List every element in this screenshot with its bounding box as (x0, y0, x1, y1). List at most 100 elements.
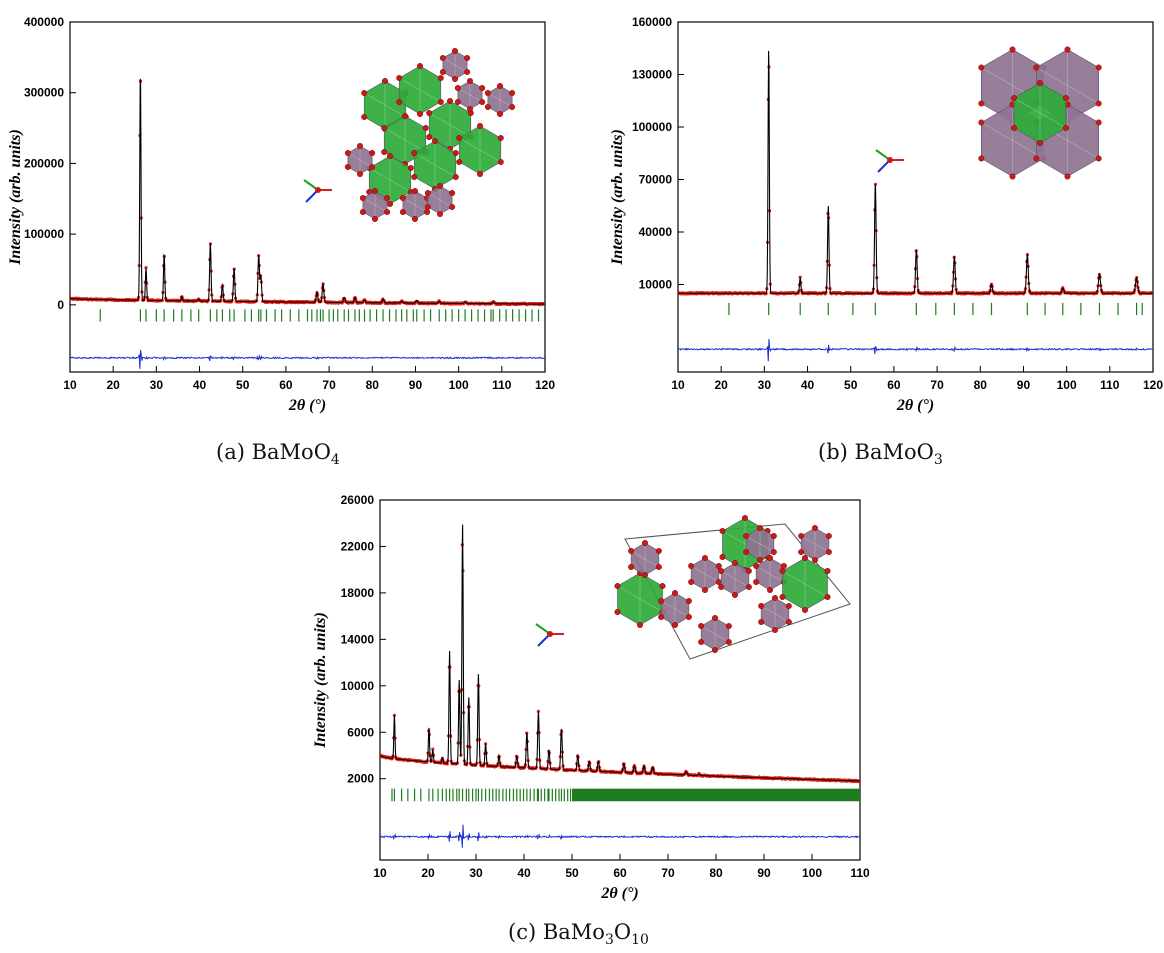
y-tick-label: 10000 (341, 679, 375, 693)
caption-b-formula: BaMoO3 (854, 440, 943, 468)
x-tick-label: 80 (709, 866, 723, 880)
x-tick-label: 120 (1143, 378, 1163, 392)
x-tick-label: 30 (150, 378, 164, 392)
difference-line (70, 349, 545, 369)
data-layer (70, 78, 545, 369)
bragg-series (391, 788, 860, 802)
polyhedron (439, 48, 471, 82)
crystal-structure-image (978, 46, 1102, 180)
x-tick-label: 70 (322, 378, 336, 392)
observed-point (144, 265, 148, 270)
caption-b: (b) BaMoO3 (818, 440, 943, 469)
x-tick-label: 10 (63, 378, 77, 392)
bragg-series (99, 309, 540, 322)
formula-subscript: 3 (933, 452, 943, 469)
x-tick-label: 40 (801, 378, 815, 392)
x-tick-label: 120 (535, 378, 555, 392)
y-tick-label: 10000 (639, 278, 673, 292)
x-tick-label: 110 (1100, 378, 1120, 392)
crystal-structure-image (344, 48, 516, 222)
formula-subscript: 4 (330, 452, 340, 469)
polyhedron (688, 554, 722, 593)
y-tick-label: 14000 (341, 632, 375, 646)
x-tick-label: 80 (366, 378, 380, 392)
x-tick-label: 60 (613, 866, 627, 880)
y-tick-label: 400000 (24, 15, 64, 29)
y-tick-label: 70000 (639, 173, 673, 187)
y-tick-label: 6000 (347, 725, 374, 739)
polyhedron (753, 554, 787, 593)
polyhedron (718, 559, 752, 598)
y-axis-title: Intensity (arb. units) (7, 129, 24, 266)
polyhedron (743, 525, 777, 563)
caption-c: (c) BaMo3O10 (508, 920, 649, 949)
x-tick-label: 110 (492, 378, 512, 392)
observed-point (873, 182, 878, 186)
polyhedron (484, 82, 516, 117)
formula-text: BaMoO (854, 440, 934, 464)
observed-point (431, 747, 435, 751)
observed-point (484, 742, 488, 746)
y-tick-label: 200000 (24, 156, 64, 170)
y-axis-title: Intensity (arb. units) (312, 612, 329, 749)
caption-c-formula: BaMo3O10 (543, 920, 649, 948)
bragg-series (728, 302, 1143, 316)
polyhedron (454, 77, 486, 112)
y-tick-label: 100000 (24, 227, 64, 241)
y-axis-title: Intensity (arb. units) (609, 129, 626, 266)
chart-svg-a: 10 20 30 40 50 60 70 80 90 100 110 120 0 100000 200000… (7, 15, 555, 414)
polyhedron (779, 554, 831, 613)
x-tick-label: 30 (758, 378, 772, 392)
x-axis-title: 2θ (°) (896, 397, 934, 414)
formula-subscript: 10 (631, 932, 649, 949)
y-tick-label: 160000 (632, 15, 672, 29)
polyhedron (758, 594, 792, 633)
polyhedron (1011, 79, 1069, 146)
x-tick-label: 20 (107, 378, 121, 392)
polyhedron (614, 569, 666, 628)
polyhedron (658, 589, 692, 628)
panel-b-chart: 10 20 30 40 50 60 70 80 90 100 110 120 10000 40000 700… (600, 0, 1164, 430)
x-tick-label: 40 (193, 378, 207, 392)
axes-orientation-icon (303, 179, 332, 203)
x-tick-label: 90 (757, 866, 771, 880)
data-layer (678, 50, 1153, 362)
y-tick-label: 0 (57, 298, 64, 312)
y-tick-label: 300000 (24, 86, 64, 100)
x-tick-label: 60 (887, 378, 901, 392)
difference-line (678, 338, 1153, 362)
plot-frame (379, 499, 861, 861)
x-tick-label: 50 (236, 378, 250, 392)
x-tick-label: 50 (565, 866, 579, 880)
polyhedron (424, 182, 456, 217)
difference-line (380, 824, 860, 848)
chart-svg-b: 10 20 30 40 50 60 70 80 90 100 110 120 10000 40000 700… (609, 15, 1163, 414)
y-tick-label: 26000 (341, 493, 375, 507)
formula-text: O (613, 920, 632, 944)
x-tick-label: 110 (850, 866, 870, 880)
x-tick-label: 100 (802, 866, 822, 880)
observed-point (798, 275, 802, 279)
x-tick-label: 40 (517, 866, 531, 880)
y-tick-label: 40000 (639, 225, 673, 239)
chart-svg-c: 10 20 30 40 50 60 70 80 90 100 110 2000 6000 10000 140… (312, 493, 870, 902)
x-tick-label: 10 (671, 378, 685, 392)
y-tick-label: 22000 (341, 539, 375, 553)
x-tick-label: 10 (373, 866, 387, 880)
crystal-structure-image (614, 515, 851, 660)
polyhedron (399, 187, 431, 222)
panel-c-chart: 10 20 30 40 50 60 70 80 90 100 110 2000 6000 10000 140… (305, 484, 885, 914)
x-tick-label: 90 (1017, 378, 1031, 392)
polyhedron (798, 525, 832, 563)
polyhedron (366, 152, 414, 207)
polyhedron (698, 614, 732, 653)
x-tick-label: 20 (421, 866, 435, 880)
axes-orientation-icon (535, 623, 564, 647)
x-axis-title: 2θ (°) (288, 397, 326, 414)
polyhedron (456, 122, 504, 177)
x-tick-label: 20 (715, 378, 729, 392)
x-tick-label: 80 (974, 378, 988, 392)
x-tick-label: 90 (409, 378, 423, 392)
x-tick-label: 70 (661, 866, 675, 880)
x-tick-label: 100 (449, 378, 469, 392)
